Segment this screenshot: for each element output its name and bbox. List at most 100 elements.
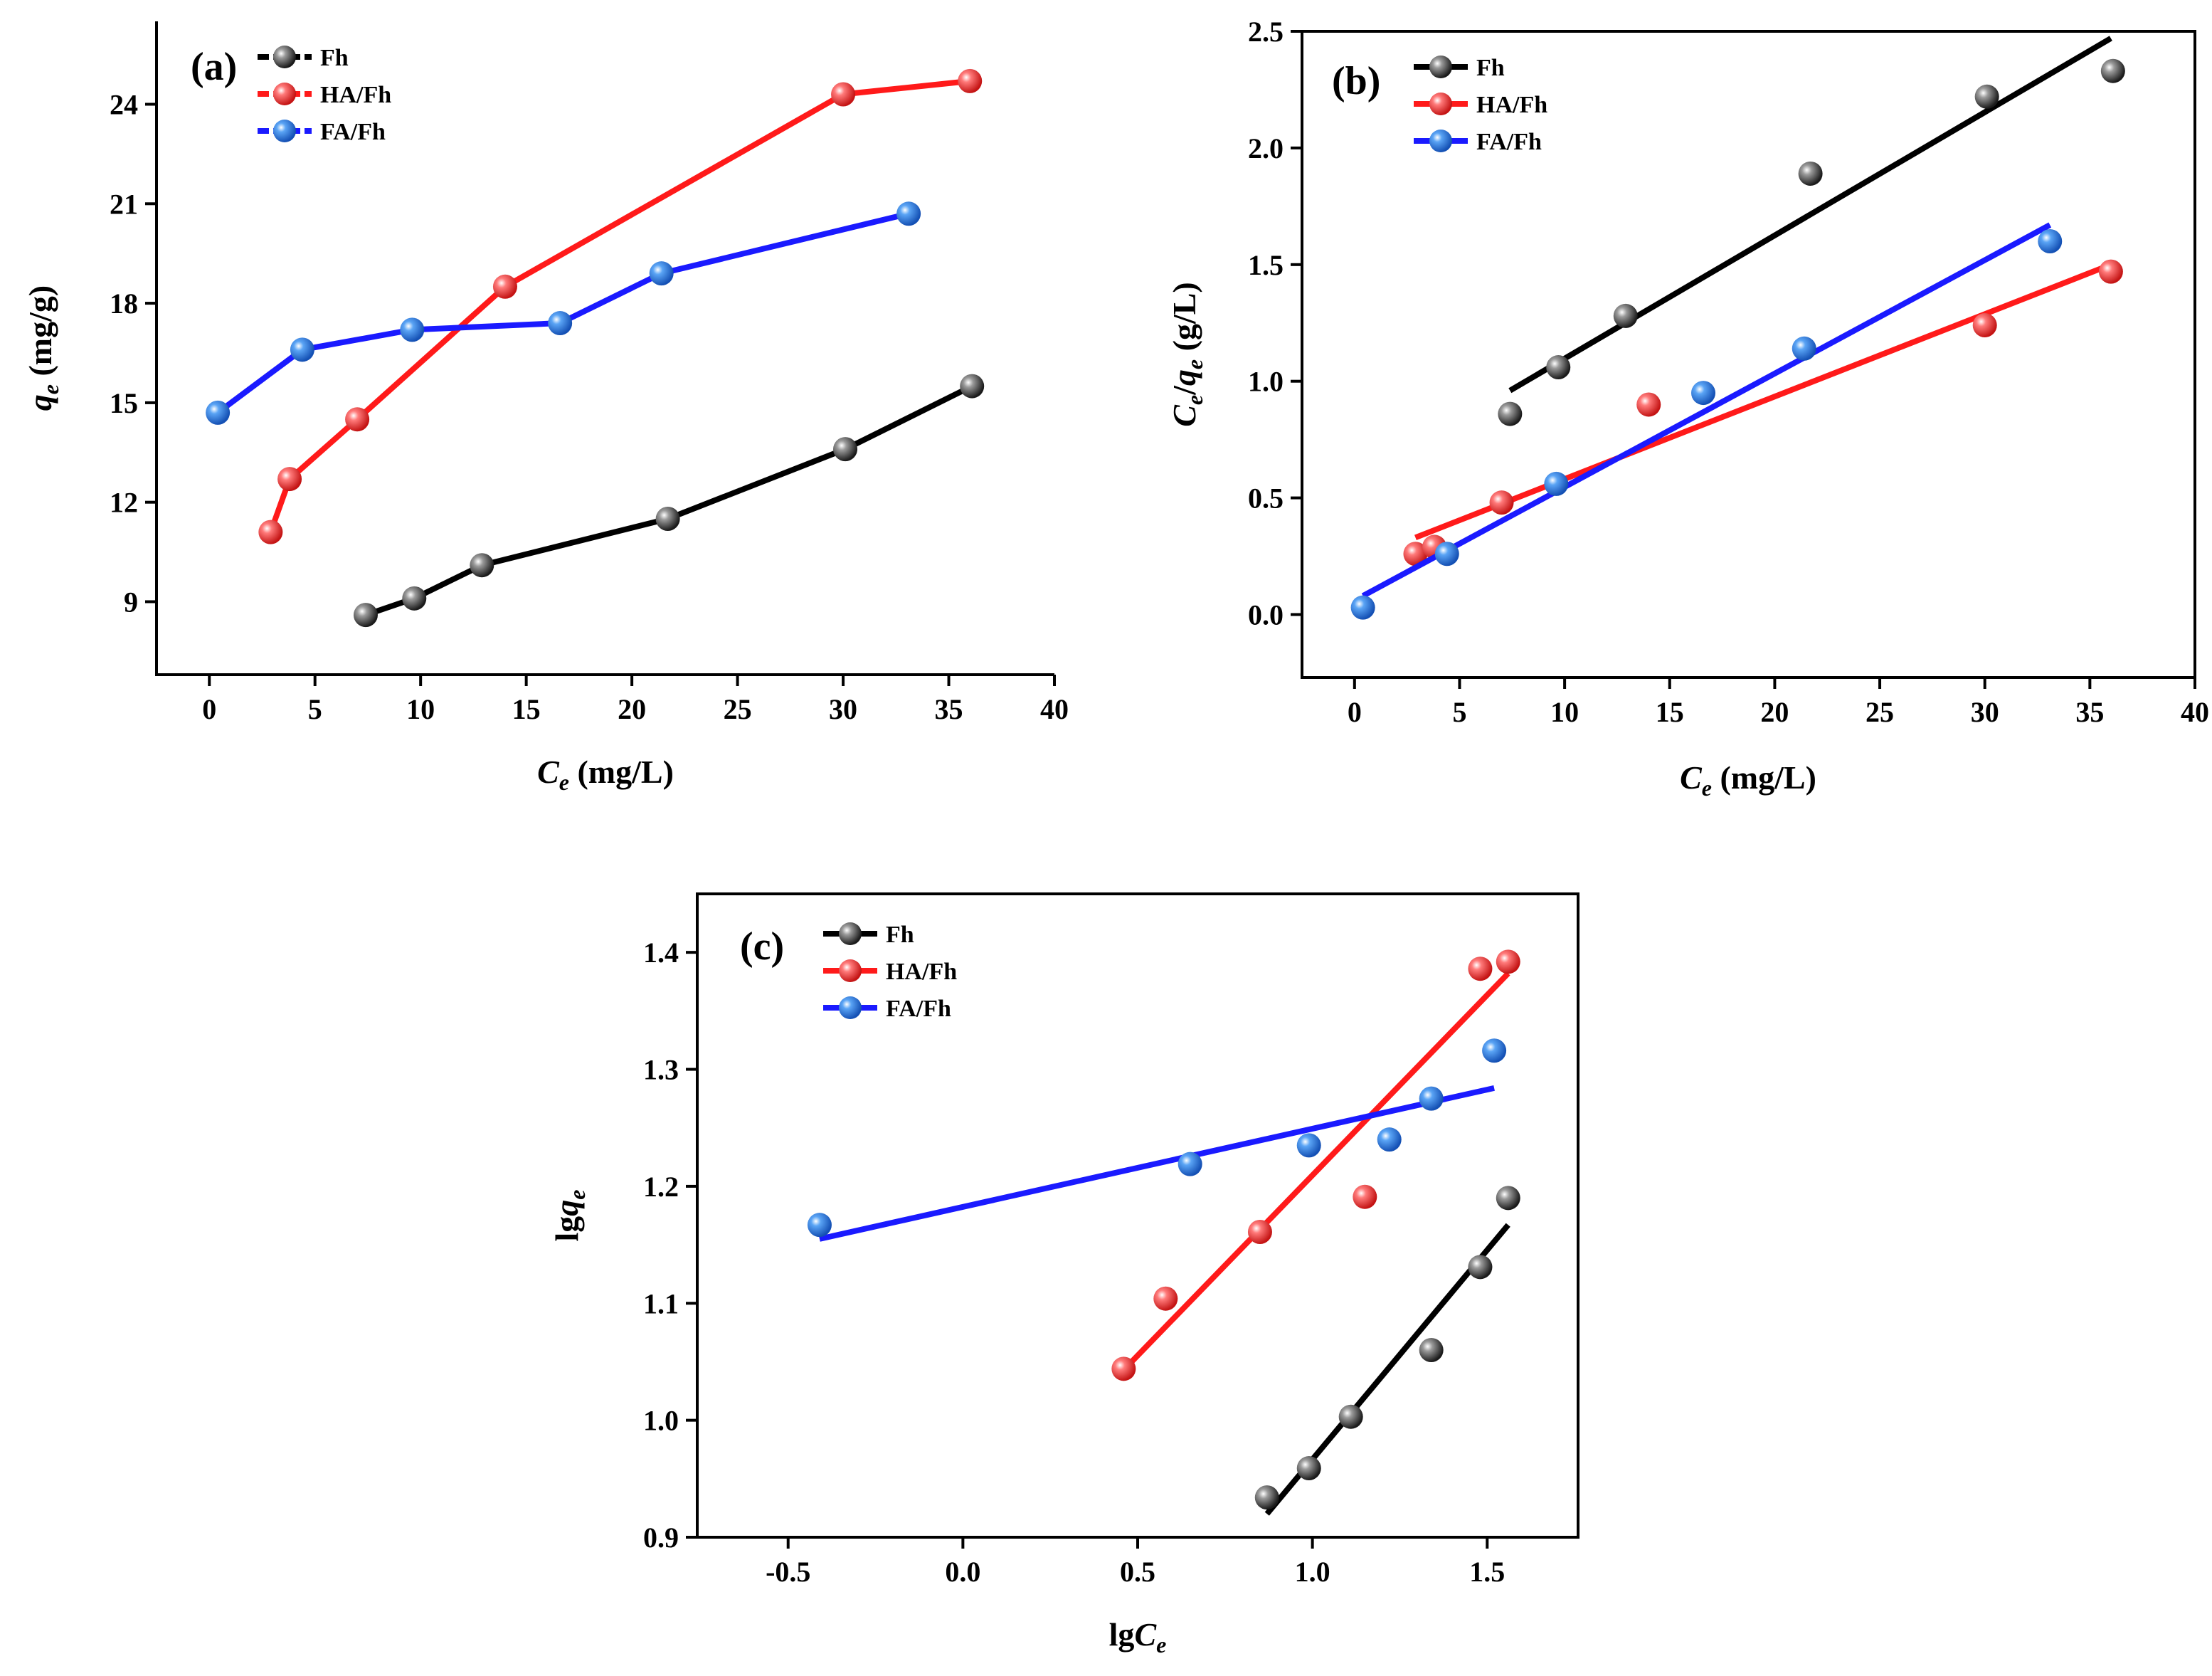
x-tick-label: 0.5 bbox=[1120, 1556, 1155, 1588]
data-point-ha-fh bbox=[1489, 490, 1514, 515]
x-tick-label: 40 bbox=[2181, 696, 2209, 728]
data-point-fh bbox=[470, 553, 494, 578]
data-point-ha-fh bbox=[277, 467, 302, 492]
data-point-ha-fh bbox=[1496, 949, 1520, 974]
fit-line-fh bbox=[1508, 36, 2112, 394]
y-tick-label: 15 bbox=[110, 387, 138, 419]
series-line-ha-fh bbox=[268, 78, 970, 533]
panel-label: (a) bbox=[191, 45, 237, 89]
series-fh bbox=[1254, 1186, 1520, 1516]
x-tick-label: 0.0 bbox=[945, 1556, 980, 1588]
series-ha-fh bbox=[258, 68, 983, 544]
series-fa-fh bbox=[206, 201, 921, 425]
x-tick-label: 25 bbox=[724, 693, 752, 725]
y-tick-label: 0.0 bbox=[1248, 599, 1284, 631]
data-point-fh bbox=[1496, 1186, 1520, 1211]
data-point-fa-fh bbox=[2038, 229, 2063, 254]
data-point-fa-fh bbox=[896, 201, 921, 226]
x-axis-label: Ce (mg/L) bbox=[537, 754, 674, 795]
y-tick-label: 9 bbox=[124, 586, 138, 618]
legend-marker bbox=[273, 120, 296, 142]
y-tick-label: 2.0 bbox=[1248, 132, 1284, 164]
fit-line-fa-fh bbox=[819, 1085, 1495, 1242]
data-point-ha-fh bbox=[258, 520, 283, 544]
data-point-fa-fh bbox=[206, 400, 231, 425]
legend-item-ha-fh: HA/Fh bbox=[1414, 92, 1547, 118]
data-point-fa-fh bbox=[1419, 1086, 1444, 1111]
x-tick-label: 15 bbox=[512, 693, 541, 725]
data-point-ha-fh bbox=[1353, 1184, 1377, 1209]
data-point-fa-fh bbox=[1792, 336, 1816, 361]
x-tick-label: 1.0 bbox=[1295, 1556, 1330, 1588]
y-tick-label: 1.2 bbox=[643, 1171, 679, 1203]
data-point-ha-fh bbox=[1111, 1356, 1136, 1381]
legend-marker bbox=[839, 996, 862, 1019]
data-point-fa-fh bbox=[1544, 471, 1569, 496]
fit-line-ha-fh bbox=[1121, 971, 1510, 1372]
legend-item-fa-fh: FA/Fh bbox=[1414, 129, 1542, 155]
x-tick-label: 25 bbox=[1866, 696, 1894, 728]
y-tick-label: 1.1 bbox=[643, 1287, 679, 1319]
legend-item-fh: Fh bbox=[258, 45, 349, 71]
data-point-fh bbox=[1296, 1456, 1321, 1481]
x-tick-label: 30 bbox=[1971, 696, 1999, 728]
legend-marker bbox=[273, 83, 296, 105]
x-tick-label: 15 bbox=[1656, 696, 1684, 728]
series-fa-fh bbox=[1350, 222, 2063, 620]
series-ha-fh bbox=[1111, 949, 1520, 1381]
data-point-ha-fh bbox=[958, 68, 983, 93]
x-tick-label: 20 bbox=[1760, 696, 1789, 728]
data-point-ha-fh bbox=[492, 274, 517, 299]
data-point-ha-fh bbox=[1153, 1286, 1178, 1311]
data-point-fa-fh bbox=[1482, 1038, 1507, 1063]
data-point-fh bbox=[1254, 1485, 1279, 1510]
y-tick-label: 1.0 bbox=[1248, 366, 1284, 398]
legend-label: Fh bbox=[320, 45, 349, 71]
legend-label: FA/Fh bbox=[1476, 129, 1542, 155]
x-tick-label: 10 bbox=[1550, 696, 1579, 728]
data-point-ha-fh bbox=[1247, 1220, 1272, 1245]
legend-item-fa-fh: FA/Fh bbox=[258, 119, 386, 145]
y-tick-label: 0.5 bbox=[1248, 483, 1284, 515]
y-tick-label: 0.9 bbox=[643, 1522, 679, 1554]
data-point-ha-fh bbox=[1403, 542, 1428, 566]
legend-marker bbox=[1429, 130, 1452, 152]
x-tick-label: 0 bbox=[1348, 696, 1362, 728]
legend-marker bbox=[273, 46, 296, 68]
x-tick-label: 30 bbox=[829, 693, 857, 725]
x-tick-label: 1.5 bbox=[1469, 1556, 1505, 1588]
legend-label: Fh bbox=[1476, 55, 1505, 81]
data-point-fh bbox=[1468, 1255, 1493, 1280]
legend-item-fa-fh: FA/Fh bbox=[823, 996, 951, 1022]
panel-label: (c) bbox=[740, 924, 784, 969]
x-tick-label: 40 bbox=[1040, 693, 1069, 725]
data-point-ha-fh bbox=[1468, 956, 1493, 981]
data-point-ha-fh bbox=[1972, 313, 1997, 338]
x-axis-label: lgCe bbox=[1109, 1616, 1167, 1657]
y-tick-label: 18 bbox=[110, 288, 138, 320]
y-axis-label: lgqe bbox=[549, 1190, 590, 1242]
data-point-fh bbox=[1798, 161, 1823, 186]
x-tick-label: -0.5 bbox=[766, 1556, 810, 1588]
data-point-fa-fh bbox=[1691, 381, 1716, 406]
legend-marker bbox=[1429, 93, 1452, 115]
chart-panel-a: 0 5 10 15 20 25 30 35 40 9 12 15 18 21 24 Ce (mg/L) qe (… bbox=[22, 21, 1069, 795]
legend-label: FA/Fh bbox=[320, 119, 386, 145]
x-tick-label: 0 bbox=[202, 693, 216, 725]
y-tick-label: 1.3 bbox=[643, 1054, 679, 1086]
y-tick-label: 12 bbox=[110, 487, 138, 519]
data-point-fa-fh bbox=[1377, 1127, 1402, 1152]
data-point-fh bbox=[1419, 1338, 1444, 1363]
legend-label: HA/Fh bbox=[886, 959, 957, 985]
legend-marker bbox=[839, 959, 862, 982]
axis-frame bbox=[155, 21, 1054, 676]
y-axis-label: Ce/qe (g/L) bbox=[1166, 282, 1207, 426]
data-point-fh bbox=[1613, 303, 1638, 328]
legend-marker bbox=[839, 922, 862, 945]
data-point-fh bbox=[402, 586, 427, 611]
axis-frame bbox=[1301, 30, 2196, 679]
axis-frame bbox=[696, 892, 1579, 1539]
data-point-fh bbox=[655, 506, 680, 531]
data-point-fh bbox=[1498, 401, 1523, 426]
